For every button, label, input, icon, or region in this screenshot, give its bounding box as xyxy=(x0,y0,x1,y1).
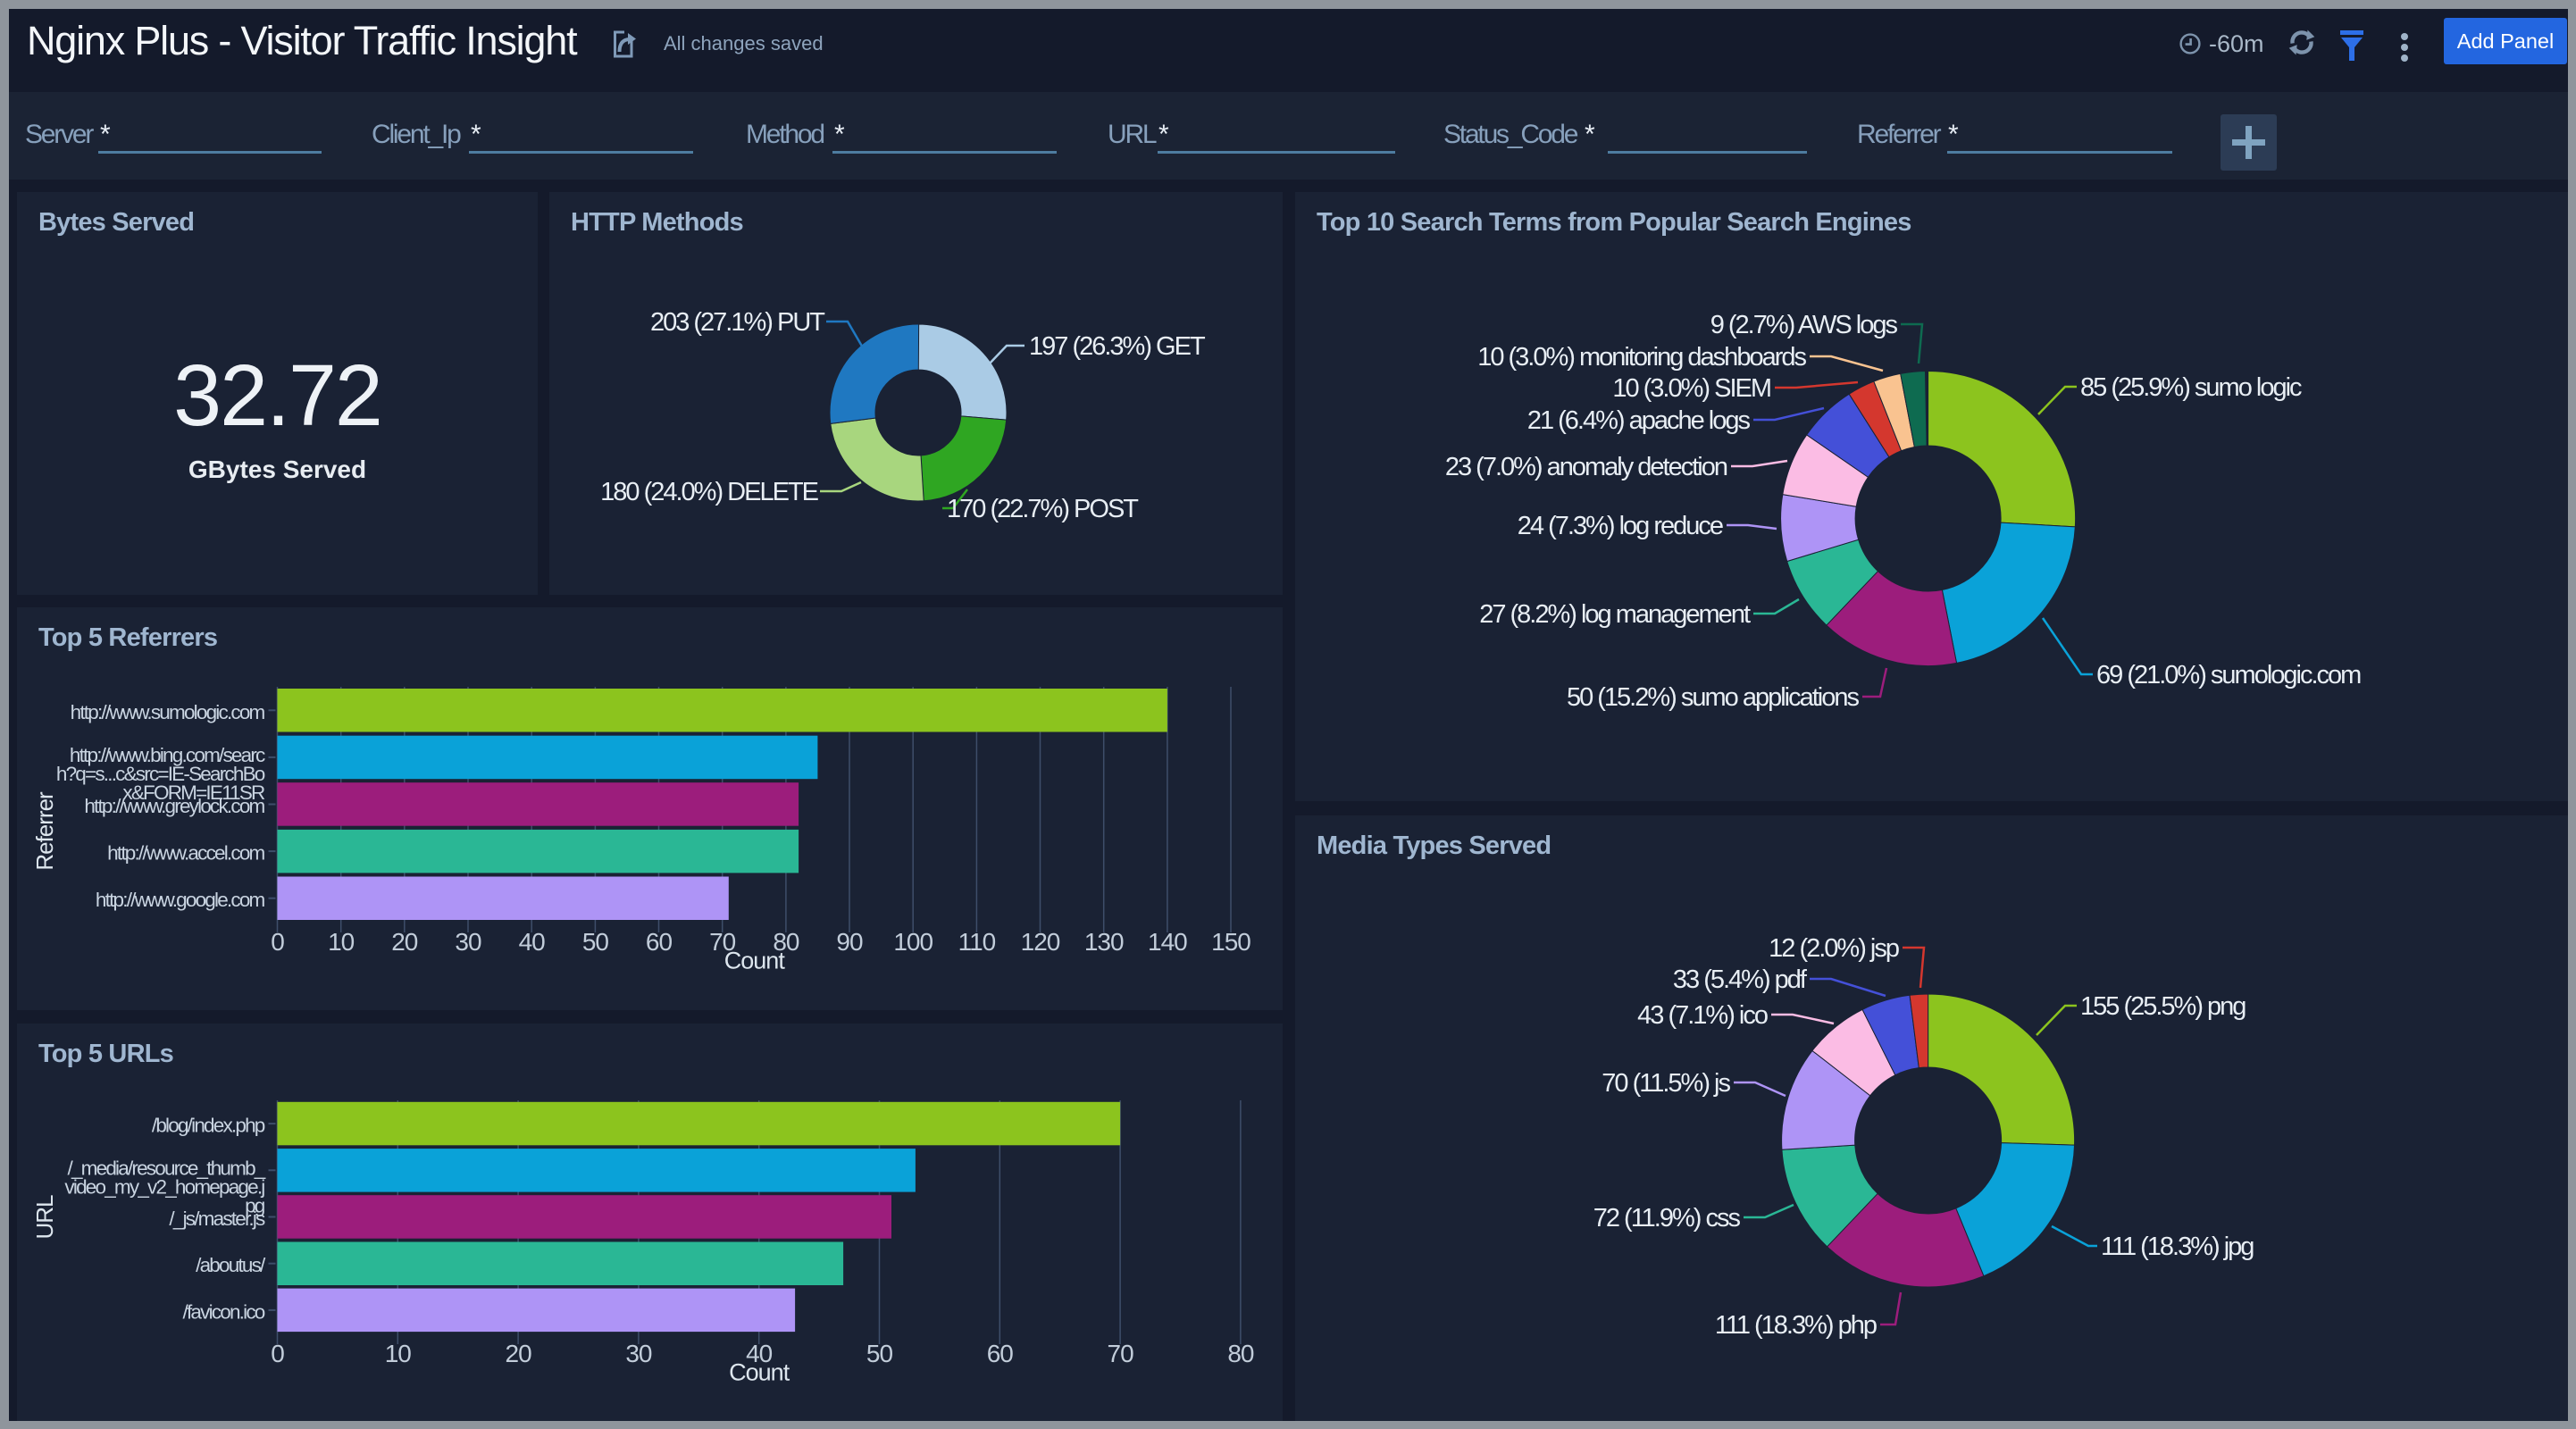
svg-text:70: 70 xyxy=(1108,1340,1134,1367)
svg-text:50: 50 xyxy=(866,1340,893,1367)
svg-text:10 (3.0%) monitoring dashboard: 10 (3.0%) monitoring dashboards xyxy=(1477,343,1806,372)
svg-text:150: 150 xyxy=(1211,928,1250,956)
svg-text:Count: Count xyxy=(724,948,786,974)
svg-text:40: 40 xyxy=(746,1340,773,1367)
svg-text:111 (18.3%) jpg: 111 (18.3%) jpg xyxy=(2101,1233,2254,1261)
svg-text:33 (5.4%) pdf: 33 (5.4%) pdf xyxy=(1673,965,1808,994)
svg-text:/blog/index.php: /blog/index.php xyxy=(152,1115,265,1137)
svg-text:111 (18.3%) php: 111 (18.3%) php xyxy=(1715,1311,1877,1340)
svg-text:12 (2.0%) jsp: 12 (2.0%) jsp xyxy=(1769,934,1899,963)
svg-text:/_media/resource_thumb_: /_media/resource_thumb_ xyxy=(68,1157,266,1179)
svg-text:180 (24.0%) DELETE: 180 (24.0%) DELETE xyxy=(600,478,819,506)
svg-text:URL: URL xyxy=(31,1195,58,1240)
svg-text:http://www.greylock.com: http://www.greylock.com xyxy=(84,795,264,817)
svg-text:10: 10 xyxy=(328,928,355,956)
svg-text:110: 110 xyxy=(958,928,996,956)
svg-text:pg: pg xyxy=(245,1194,265,1216)
svg-text:21 (6.4%) apache logs: 21 (6.4%) apache logs xyxy=(1527,406,1751,435)
svg-text:20: 20 xyxy=(391,928,418,956)
svg-text:155 (25.5%) png: 155 (25.5%) png xyxy=(2080,992,2246,1021)
svg-text:h?q=s...c&src=IE-SearchBo: h?q=s...c&src=IE-SearchBo xyxy=(56,763,265,785)
svg-text:43 (7.1%) ico: 43 (7.1%) ico xyxy=(1637,1001,1768,1030)
svg-text:10 (3.0%) SIEM: 10 (3.0%) SIEM xyxy=(1612,374,1770,403)
svg-text:80: 80 xyxy=(1227,1340,1254,1367)
svg-text:170 (22.7%) POST: 170 (22.7%) POST xyxy=(947,495,1139,523)
svg-text:69 (21.0%) sumologic.com: 69 (21.0%) sumologic.com xyxy=(2096,661,2361,689)
svg-text:27 (8.2%) log management: 27 (8.2%) log management xyxy=(1479,600,1751,629)
svg-text:http://www.bing.com/searc: http://www.bing.com/searc xyxy=(70,744,265,766)
svg-text:http://www.google.com: http://www.google.com xyxy=(96,889,265,911)
svg-text:40: 40 xyxy=(519,928,546,956)
svg-text:120: 120 xyxy=(1021,928,1060,956)
svg-text:90: 90 xyxy=(836,928,863,956)
svg-text:30: 30 xyxy=(625,1340,652,1367)
svg-text:video_my_v2_homepage.j: video_my_v2_homepage.j xyxy=(64,1175,264,1198)
svg-text:72 (11.9%) css: 72 (11.9%) css xyxy=(1593,1204,1741,1233)
svg-text:/_js/master.js: /_js/master.js xyxy=(169,1208,265,1230)
svg-text:23 (7.0%) anomaly detection: 23 (7.0%) anomaly detection xyxy=(1445,453,1727,481)
svg-text:10: 10 xyxy=(385,1340,412,1367)
svg-text:0: 0 xyxy=(271,1340,284,1367)
svg-text:/favicon.ico: /favicon.ico xyxy=(183,1300,265,1323)
svg-text:70 (11.5%) js: 70 (11.5%) js xyxy=(1602,1069,1730,1098)
svg-text:203 (27.1%) PUT: 203 (27.1%) PUT xyxy=(650,308,825,337)
svg-text:Referrer: Referrer xyxy=(31,791,58,871)
svg-text:20: 20 xyxy=(506,1340,532,1367)
svg-text:100: 100 xyxy=(893,928,933,956)
svg-text:60: 60 xyxy=(987,1340,1014,1367)
svg-text:0: 0 xyxy=(271,928,284,956)
svg-text:http://www.sumologic.com: http://www.sumologic.com xyxy=(71,701,265,723)
svg-text:70: 70 xyxy=(709,928,736,956)
svg-text:24 (7.3%) log reduce: 24 (7.3%) log reduce xyxy=(1518,512,1723,540)
svg-text:/aboutus/: /aboutus/ xyxy=(196,1254,266,1276)
svg-text:http://www.accel.com: http://www.accel.com xyxy=(107,842,264,865)
svg-text:85 (25.9%) sumo logic: 85 (25.9%) sumo logic xyxy=(2080,373,2302,402)
svg-text:50 (15.2%) sumo applications: 50 (15.2%) sumo applications xyxy=(1567,683,1860,712)
svg-text:60: 60 xyxy=(646,928,673,956)
svg-text:50: 50 xyxy=(582,928,609,956)
svg-text:9 (2.7%) AWS logs: 9 (2.7%) AWS logs xyxy=(1710,311,1898,339)
svg-text:80: 80 xyxy=(773,928,799,956)
svg-text:30: 30 xyxy=(455,928,481,956)
svg-text:Count: Count xyxy=(729,1359,790,1386)
svg-text:140: 140 xyxy=(1148,928,1187,956)
svg-text:130: 130 xyxy=(1084,928,1124,956)
svg-text:x&FORM=IE11SR: x&FORM=IE11SR xyxy=(122,781,265,804)
svg-text:197 (26.3%) GET: 197 (26.3%) GET xyxy=(1029,332,1206,361)
